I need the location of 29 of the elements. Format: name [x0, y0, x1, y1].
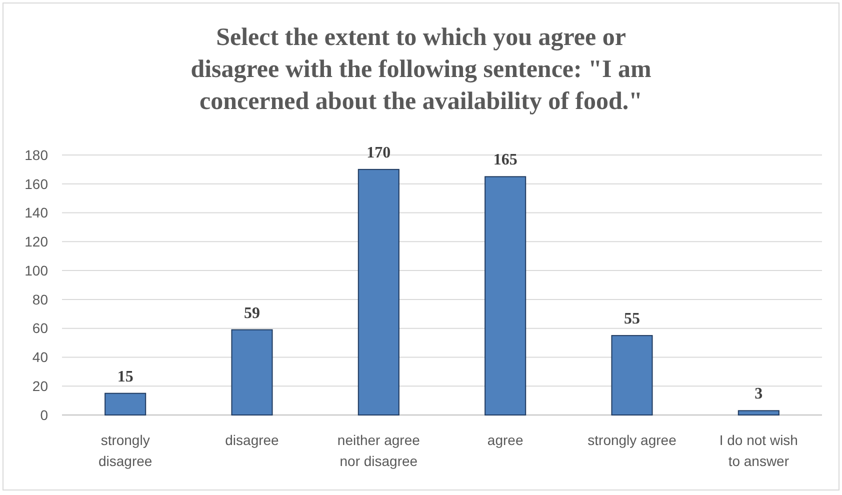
bar [738, 410, 780, 416]
y-tick-label: 180 [24, 146, 48, 163]
bar [484, 176, 526, 416]
bar [358, 168, 400, 416]
bar [104, 392, 146, 416]
bar [231, 329, 273, 416]
y-tick-label: 120 [24, 234, 48, 250]
y-tick-label: 60 [32, 320, 48, 336]
data-label: 15 [117, 368, 134, 386]
x-tick-label: strongly agree [588, 432, 677, 448]
y-tick-label: 20 [32, 378, 48, 394]
bar [611, 335, 653, 416]
data-label: 3 [754, 386, 763, 403]
x-tick-label: I do not wish to answer [719, 432, 798, 469]
y-tick-label: 100 [24, 262, 48, 278]
data-label: 165 [493, 152, 518, 169]
x-tick-label: agree [487, 432, 524, 448]
y-tick-label: 160 [24, 176, 48, 192]
y-tick-label: 140 [24, 204, 48, 221]
x-tick-label: neither agree nor disagree [337, 432, 420, 469]
data-label: 170 [366, 144, 391, 162]
data-label: 59 [244, 304, 260, 322]
chart-title: Select the extent to which you agree or disagree with the following sentence: "I am concerned about the availability of food." [190, 24, 652, 115]
x-tick-label: strongly disagree [98, 432, 152, 469]
y-tick-label: 0 [40, 406, 48, 423]
data-label: 55 [624, 310, 640, 328]
y-tick-label: 80 [32, 291, 48, 308]
y-tick-label: 40 [32, 349, 48, 366]
x-tick-label: disagree [225, 432, 280, 448]
